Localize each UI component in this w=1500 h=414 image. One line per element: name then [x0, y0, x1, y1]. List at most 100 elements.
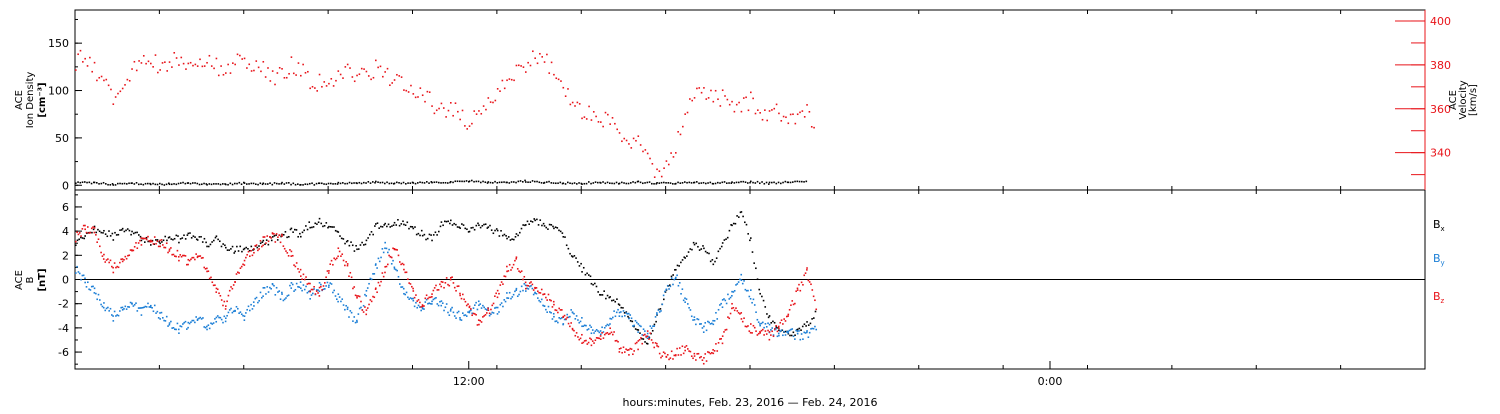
- bz-point: [496, 296, 499, 299]
- ion-density-point: [77, 181, 79, 183]
- bz-point: [525, 287, 527, 290]
- by-point: [506, 292, 508, 294]
- bz-point: [281, 233, 283, 236]
- by-point: [425, 298, 428, 301]
- by-point: [279, 298, 282, 301]
- by-point: [791, 328, 794, 330]
- bx-point: [751, 251, 754, 253]
- by-point: [387, 251, 389, 254]
- by-point: [219, 316, 222, 319]
- bz-point: [440, 285, 443, 288]
- velocity-point: [428, 91, 431, 93]
- bx-point: [417, 232, 420, 235]
- bz-point: [613, 331, 615, 333]
- ion-density-point: [576, 183, 578, 185]
- by-point: [463, 314, 465, 317]
- by-point: [285, 297, 287, 299]
- bz-point: [499, 284, 502, 286]
- velocity-point: [508, 78, 511, 80]
- bx-point: [306, 228, 309, 231]
- bx-point: [370, 231, 373, 233]
- bz-point: [743, 317, 745, 320]
- bz-point: [137, 242, 140, 244]
- by-point: [384, 241, 386, 244]
- by-point: [783, 330, 785, 333]
- by-point: [549, 311, 551, 313]
- ion-density-point: [672, 183, 674, 185]
- bx-point: [736, 215, 738, 217]
- velocity-point: [742, 97, 745, 99]
- velocity-point: [227, 63, 229, 66]
- by-point: [674, 277, 677, 280]
- by-point: [700, 323, 702, 325]
- ion-density-point: [152, 182, 154, 185]
- legend-bz: Bz: [1433, 290, 1445, 305]
- bz-point: [453, 286, 456, 289]
- x-axis-label: hours:minutes, Feb. 23, 2016 — Feb. 24, …: [622, 396, 877, 409]
- bx-point: [303, 229, 305, 232]
- bz-point: [571, 327, 574, 330]
- bz-point: [275, 233, 278, 235]
- by-point: [770, 329, 772, 331]
- ion-density-point: [792, 181, 794, 183]
- bx-point: [187, 232, 190, 235]
- bx-point: [233, 252, 236, 254]
- bx-point: [402, 220, 404, 223]
- ion-density-point: [496, 181, 499, 184]
- bz-point: [103, 253, 105, 256]
- ion-density-point: [369, 182, 372, 184]
- by-point: [132, 305, 135, 307]
- bx-point: [158, 241, 161, 243]
- velocity-point: [567, 88, 569, 90]
- bx-point: [648, 336, 651, 339]
- ion-density-point: [789, 181, 792, 184]
- by-point: [177, 328, 180, 331]
- ion-density-point: [728, 182, 730, 184]
- by-point: [112, 320, 115, 322]
- ion-density-point: [367, 181, 370, 183]
- by-point: [427, 302, 429, 305]
- by-point: [668, 288, 670, 290]
- by-point: [112, 315, 114, 317]
- by-point: [165, 315, 168, 318]
- velocity-point: [236, 53, 239, 56]
- velocity-point: [745, 96, 747, 99]
- by-point: [657, 309, 660, 311]
- by-point: [171, 327, 173, 329]
- bx-point: [614, 300, 617, 303]
- by-point: [593, 332, 595, 334]
- by-point: [739, 278, 741, 281]
- velocity-point: [201, 65, 204, 68]
- bx-point: [581, 271, 583, 273]
- ion-density-point: [642, 182, 644, 185]
- bx-point: [492, 232, 495, 235]
- bz-point: [778, 327, 780, 330]
- by-point: [620, 311, 622, 313]
- ion-density-point: [262, 182, 265, 185]
- ion-density-point: [168, 183, 171, 186]
- by-point: [496, 313, 499, 315]
- ion-density-point: [126, 183, 128, 185]
- bz-point: [208, 277, 211, 280]
- ion-density-point: [559, 181, 562, 184]
- bx-point: [459, 227, 461, 229]
- bz-point: [482, 316, 484, 318]
- by-point: [656, 312, 658, 314]
- by-point: [431, 300, 433, 303]
- ion-density-point: [597, 181, 599, 184]
- ion-density-point: [309, 182, 311, 185]
- by-point: [772, 334, 775, 336]
- bx-point: [100, 231, 103, 234]
- bx-point: [525, 224, 527, 226]
- bx-point: [231, 245, 234, 248]
- by-point: [377, 257, 380, 260]
- bz-point: [780, 319, 783, 322]
- bz-point: [682, 352, 685, 355]
- ion-density-point: [372, 181, 374, 183]
- bz-point: [306, 283, 309, 285]
- bz-point: [632, 353, 634, 356]
- by-point: [155, 312, 157, 314]
- bz-point: [167, 251, 169, 254]
- ion-density-point: [536, 180, 538, 183]
- bx-point: [97, 228, 99, 231]
